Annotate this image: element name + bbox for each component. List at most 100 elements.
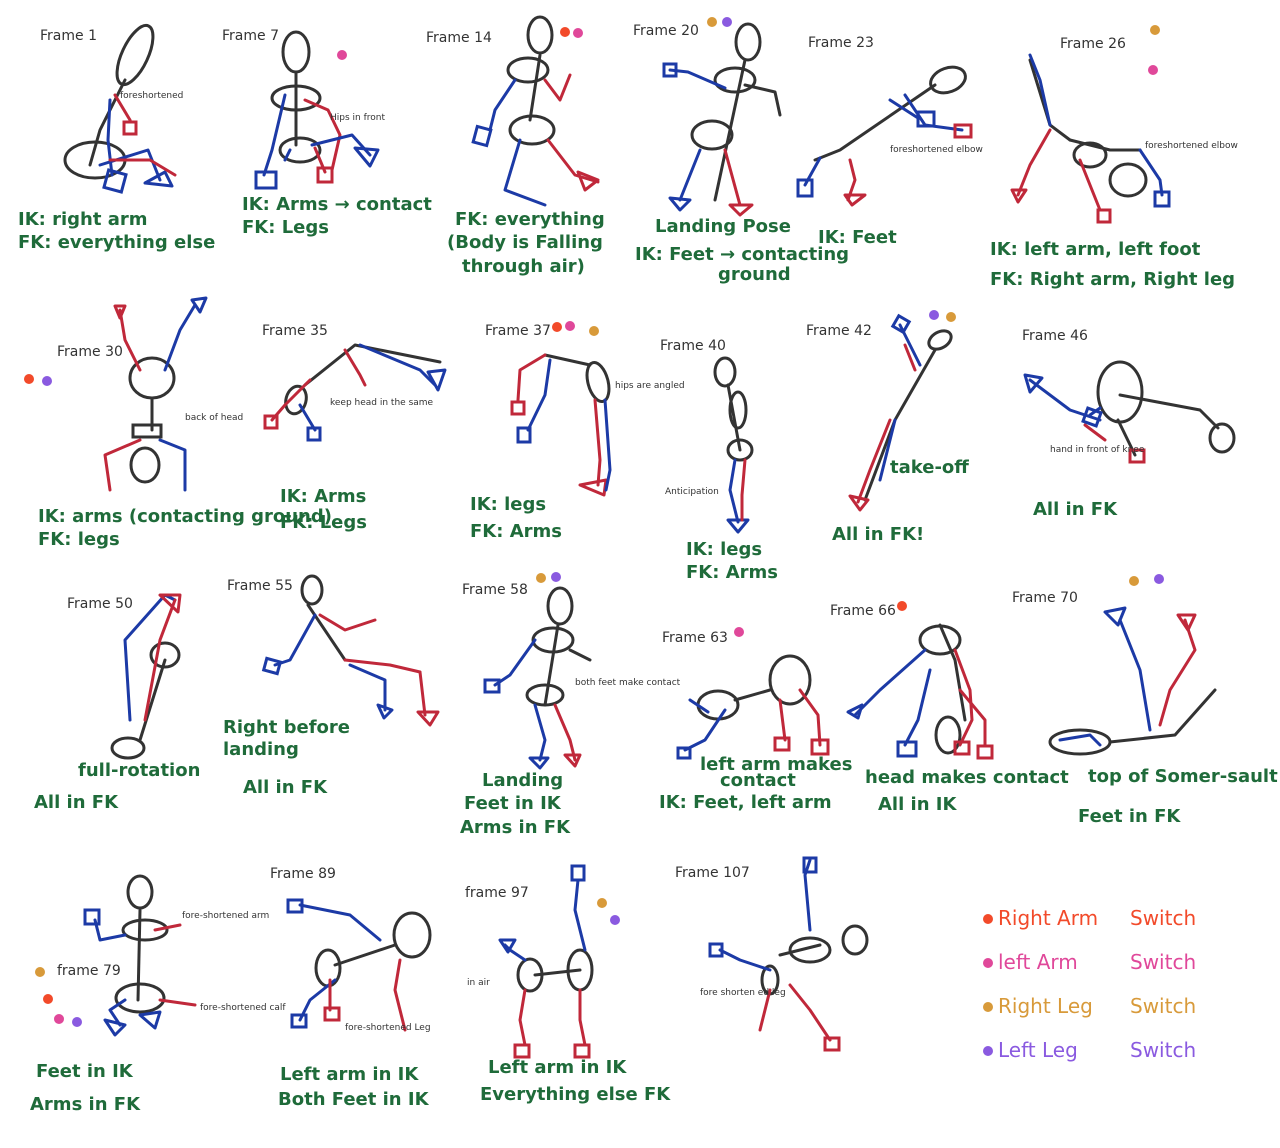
panel-caption: IK: legs [470,494,546,515]
annotation-note: back of head [185,413,243,423]
stick-figure [1010,53,1171,224]
panel-caption: take-off [890,457,969,478]
frame-label: Frame 46 [1022,328,1088,344]
annotation-note: fore shorten ed leg [700,988,786,998]
spine [1108,688,1217,744]
panel-caption: FK: Right arm, Right leg [990,269,1235,290]
chest [121,918,169,942]
pelvis [278,136,322,164]
right-foot [416,710,440,727]
annotation-note: in air [467,978,490,988]
limb-stroke [798,688,822,747]
pelvis [696,689,740,721]
limb-stroke [393,958,407,1032]
stick-figure [83,874,197,1037]
panel-caption: All in FK [1033,499,1118,520]
panel-caption: Landing Pose [655,216,791,237]
right-foot [576,170,600,192]
frame-label: frame 79 [57,963,121,979]
switch-dot [43,994,53,1004]
left-foot [103,1018,127,1037]
head [768,654,812,706]
pelvis [525,683,565,707]
panel-caption: FK: Arms [470,521,562,542]
left-hand [516,426,532,444]
panel-caption: IK: Feet [818,227,897,248]
limb-stroke [740,458,747,522]
annotation-note: Hips in front [330,113,385,123]
limb-stroke [573,878,587,952]
legend-label: left Arm [998,950,1078,974]
limb-stroke [123,593,177,722]
stick-figure [483,586,592,770]
frame-label: Frame 30 [57,344,123,360]
panel-caption: Left arm in IK [280,1064,419,1085]
right-hand [810,738,830,756]
left-hand [916,110,936,128]
limb-stroke [313,146,327,174]
frame-label: Frame 66 [830,603,896,619]
right-foot2 [573,1043,591,1059]
limb-stroke [903,343,917,372]
panel-caption: Everything else FK [480,1084,671,1105]
limb-stroke [503,138,547,207]
switch-dot [597,898,607,908]
panel-caption: through air) [462,256,585,277]
left-foot [1153,190,1171,208]
limb-stroke [668,68,727,90]
pelvis [149,641,181,669]
switch-dot [589,326,599,336]
switch-dot [610,915,620,925]
head [734,22,762,62]
limb-stroke [958,688,987,747]
stick-figure [263,343,447,442]
panel-caption: All in FK! [832,524,924,545]
limb-stroke [1058,733,1102,747]
stick-figure [103,296,208,492]
switch-dot [24,374,34,384]
head [929,65,967,95]
frame-label: Frame 35 [262,323,328,339]
left-foot [726,518,750,534]
switch-dot [551,572,561,582]
stick-figure [471,15,600,207]
panel-caption: IK: left arm, left foot [990,239,1201,260]
switch-dot [707,17,717,27]
spine [733,688,772,702]
limb-stroke [318,613,377,632]
limb-stroke [488,78,517,132]
right-hand [953,123,973,139]
switch-dot [722,17,732,27]
panel-caption: FK: everything else [18,232,215,253]
limb-stroke [778,698,787,742]
limb-stroke [93,918,127,942]
limb-stroke [546,138,600,184]
legend-action: Switch [1130,906,1196,930]
panel-caption: FK: Arms [686,562,778,583]
panel-caption: Arms in FK [30,1094,141,1115]
panel-caption: Right before [223,717,350,738]
switch-dot [1154,574,1164,584]
spine [306,603,347,662]
frame-label: Frame 23 [808,35,874,51]
annotation-note: foreshortened elbow [890,145,983,155]
left-hand [802,856,818,874]
left-foot [376,703,394,720]
limb-stroke [1078,158,1102,212]
limb-stroke [418,670,427,717]
limb-stroke [553,703,577,762]
frame-label: Frame 55 [227,578,293,594]
right-foot [843,193,867,207]
left-hand [890,313,912,335]
limb-stroke [298,903,382,942]
limb-stroke [348,663,387,712]
spine [813,83,937,162]
panel-caption: Landing [482,770,563,791]
panel-caption: All in FK [34,792,119,813]
head [115,23,155,87]
panel-caption: All in IK [878,794,957,815]
right-foot [728,203,754,217]
stick-figure [510,353,612,497]
right-foot [323,1006,341,1022]
